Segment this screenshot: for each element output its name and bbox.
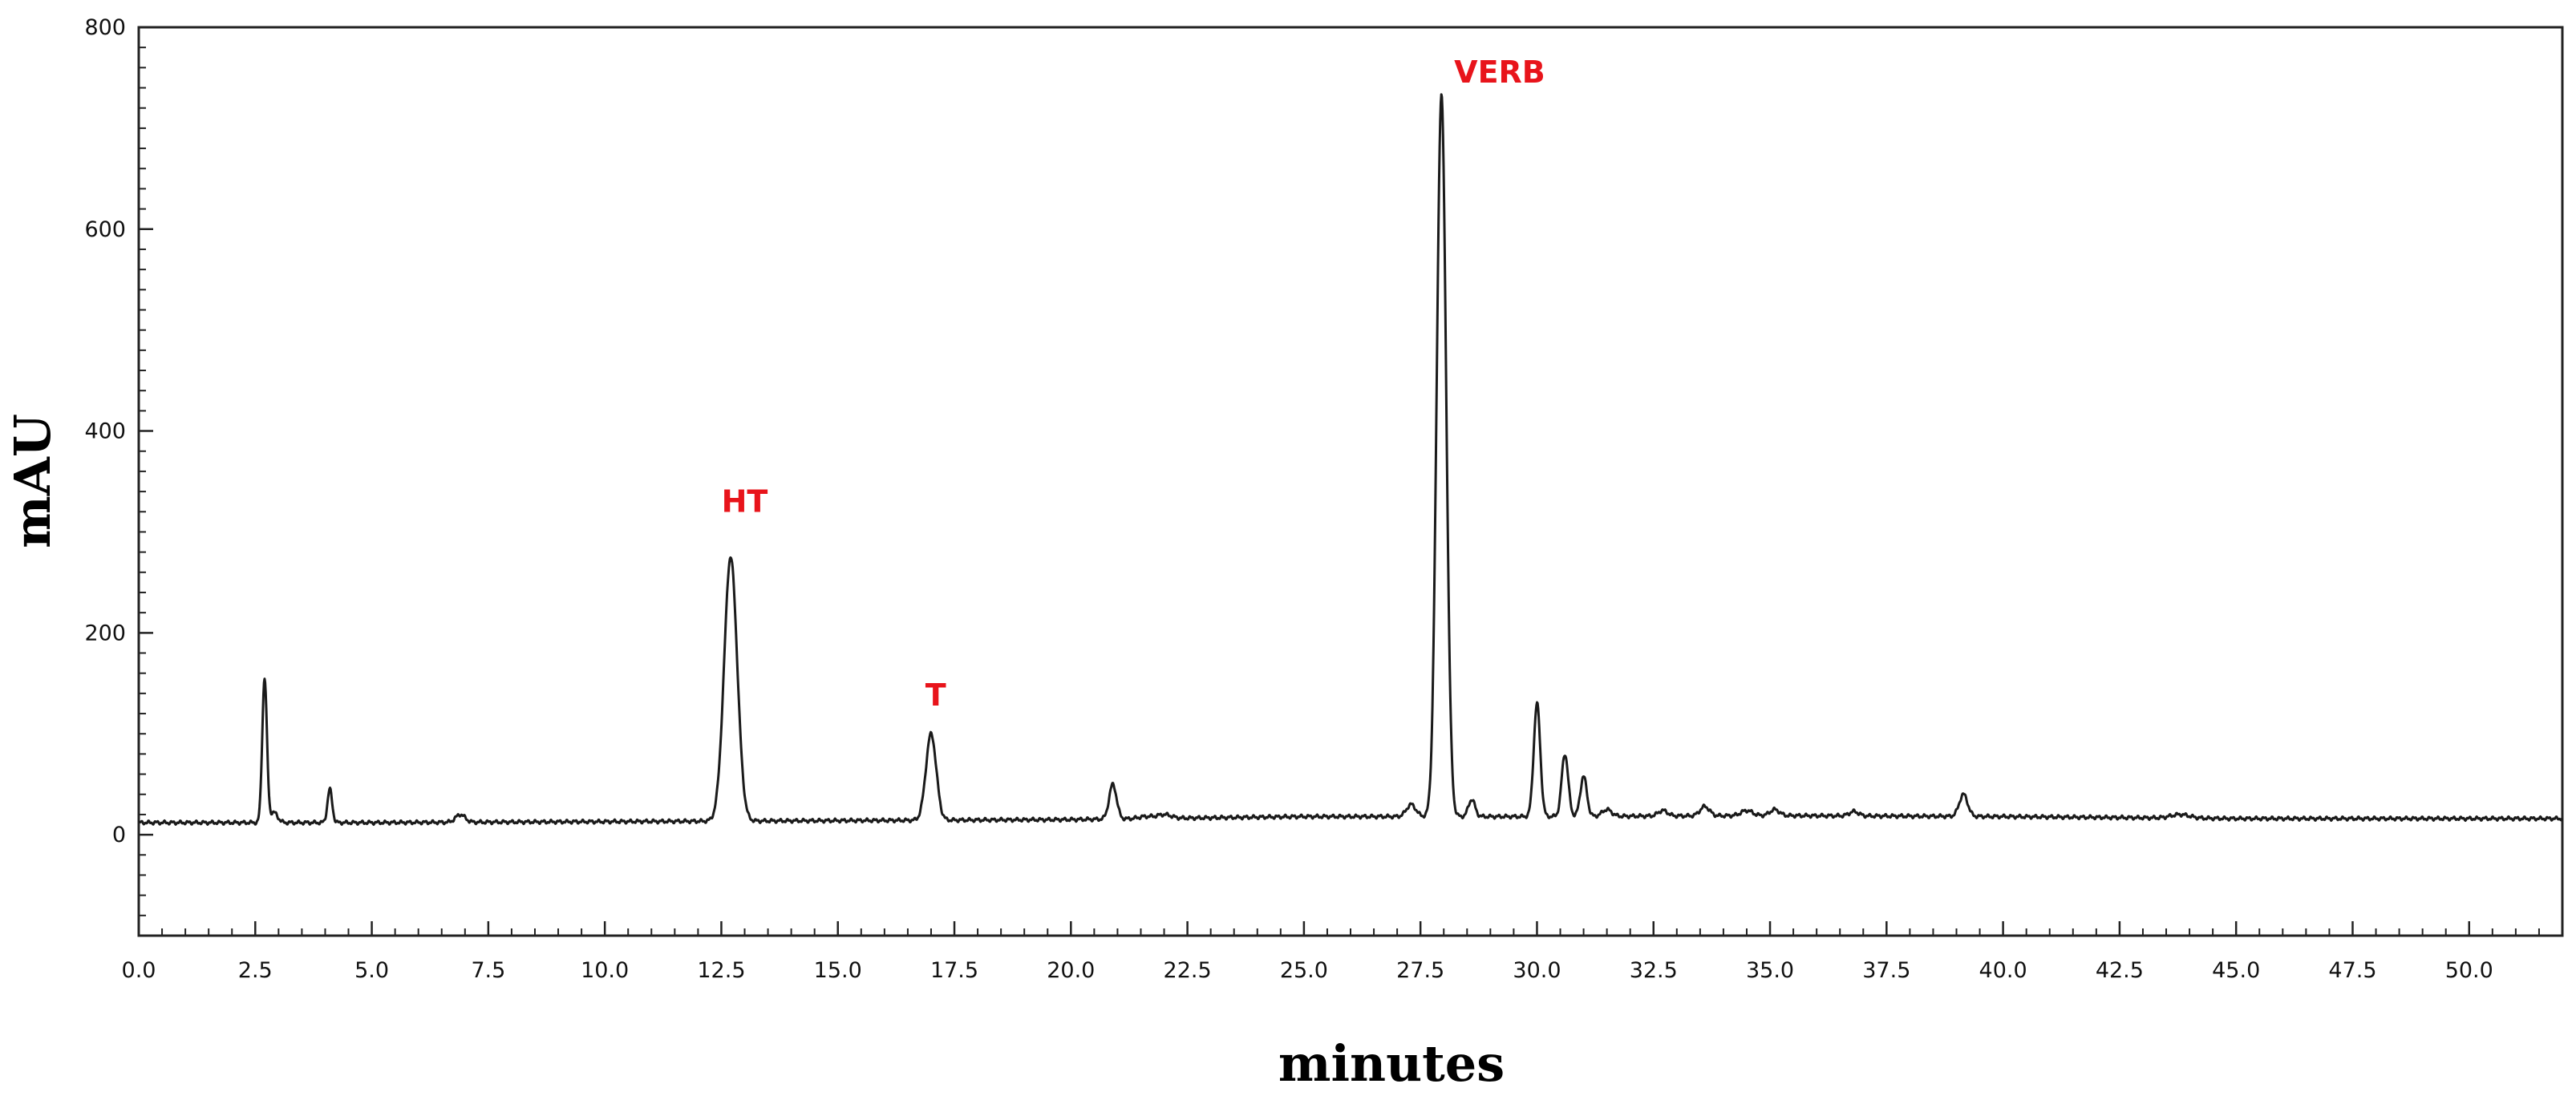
- y-tick-label: 400: [84, 419, 126, 444]
- x-tick-label: 2.5: [238, 958, 273, 983]
- signal-line: [138, 93, 2564, 826]
- x-tick-label: 17.5: [930, 958, 978, 983]
- x-tick-label: 20.0: [1047, 958, 1095, 983]
- x-tick-label: 5.0: [354, 958, 389, 983]
- x-tick-label: 35.0: [1746, 958, 1794, 983]
- peak-annotations: HT T VERB: [722, 55, 1545, 713]
- y-axis-title: mAU: [3, 414, 62, 548]
- peak-label: VERB: [1454, 55, 1545, 90]
- x-tick-label: 12.5: [697, 958, 745, 983]
- x-tick-label: 25.0: [1280, 958, 1328, 983]
- axis-ticks: [137, 26, 2563, 936]
- x-tick-label: 40.0: [1979, 958, 2027, 983]
- x-tick-label: 42.5: [2096, 958, 2144, 983]
- x-tick-label: 37.5: [1862, 958, 1910, 983]
- x-tick-label: 32.5: [1630, 958, 1678, 983]
- y-tick-label: 0: [112, 823, 126, 847]
- x-axis-title: minutes: [1278, 1034, 1505, 1093]
- y-tick-labels: 0 200 400 600 800: [84, 15, 126, 847]
- x-tick-label: 0.0: [122, 958, 156, 983]
- y-tick-label: 600: [84, 217, 126, 242]
- x-tick-label: 10.0: [581, 958, 629, 983]
- x-tick-labels: 0.0 2.5 5.0 7.5 10.0 12.5 15.0 17.5 20.0 22.5 25.0…: [122, 958, 2493, 983]
- x-tick-label: 45.0: [2212, 958, 2260, 983]
- y-tick-label: 200: [84, 621, 126, 645]
- y-tick-label: 800: [84, 15, 126, 40]
- x-tick-label: 47.5: [2328, 958, 2376, 983]
- x-tick-label: 30.0: [1513, 958, 1561, 983]
- x-tick-label: 27.5: [1396, 958, 1444, 983]
- x-tick-label: 50.0: [2445, 958, 2493, 983]
- plot-frame: [137, 26, 2564, 937]
- peak-label: HT: [722, 483, 768, 519]
- x-tick-label: 22.5: [1164, 958, 1212, 983]
- peak-label: T: [925, 677, 946, 713]
- x-tick-label: 15.0: [814, 958, 862, 983]
- x-tick-label: 7.5: [471, 958, 505, 983]
